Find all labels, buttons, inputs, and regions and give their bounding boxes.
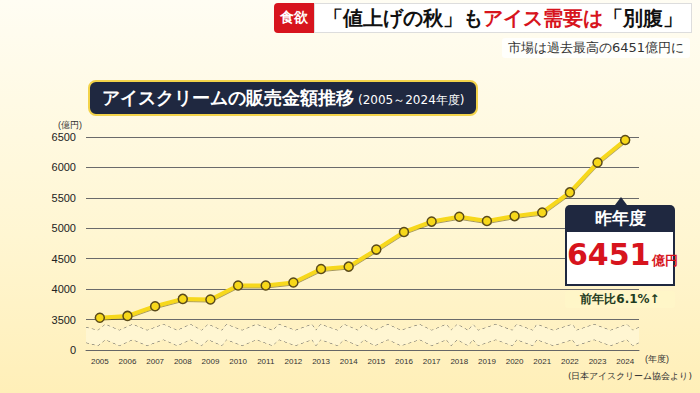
svg-text:2006: 2006: [119, 357, 137, 366]
svg-text:2011: 2011: [257, 357, 275, 366]
html-text:6451: 6451: [567, 237, 651, 272]
svg-text:2015: 2015: [367, 357, 385, 366]
svg-text:2020: 2020: [506, 357, 524, 366]
html-text:アイスクリームの販売金額推移 (2005～2024年度): アイスクリームの販売金額推移 (2005～2024年度): [102, 87, 465, 108]
svg-text:2021: 2021: [533, 357, 551, 366]
svg-text:2023: 2023: [589, 357, 607, 366]
svg-text:2018: 2018: [450, 357, 468, 366]
svg-text:5000: 5000: [52, 222, 76, 234]
html-text:前年比6.1%↑: 前年比6.1%↑: [580, 292, 660, 306]
svg-text:4000: 4000: [52, 283, 76, 295]
svg-text:4500: 4500: [52, 253, 76, 265]
html-text:昨年度: 昨年度: [594, 208, 646, 228]
svg-text:2016: 2016: [395, 357, 413, 366]
svg-text:2007: 2007: [146, 357, 164, 366]
svg-text:(年度): (年度): [645, 354, 669, 364]
svg-text:2014: 2014: [340, 357, 358, 366]
svg-text:3500: 3500: [52, 314, 76, 326]
svg-text:2008: 2008: [174, 357, 192, 366]
svg-text:5500: 5500: [52, 192, 76, 204]
svg-text:2024: 2024: [616, 357, 634, 366]
svg-text:2022: 2022: [561, 357, 579, 366]
svg-text:2005: 2005: [91, 357, 109, 366]
html-text:市場は過去最高の6451億円に: 市場は過去最高の6451億円に: [507, 40, 684, 55]
html-text:食欲: 食欲: [280, 9, 308, 25]
svg-text:2019: 2019: [478, 357, 496, 366]
html-text:「値上げの秋」もアイス需要は「別腹」: 「値上げの秋」もアイス需要は「別腹」: [323, 6, 683, 30]
svg-text:2010: 2010: [229, 357, 247, 366]
svg-text:2012: 2012: [284, 357, 302, 366]
svg-text:6500: 6500: [52, 131, 76, 143]
svg-text:0: 0: [70, 344, 76, 356]
svg-text:2017: 2017: [423, 357, 441, 366]
svg-text:2013: 2013: [312, 357, 330, 366]
html-text:億円: 億円: [651, 253, 678, 268]
svg-text:(億円): (億円): [58, 120, 82, 130]
svg-text:2009: 2009: [202, 357, 220, 366]
svg-text:6000: 6000: [52, 161, 76, 173]
html-text:(日本アイスクリーム協会より): (日本アイスクリーム協会より): [568, 371, 692, 381]
